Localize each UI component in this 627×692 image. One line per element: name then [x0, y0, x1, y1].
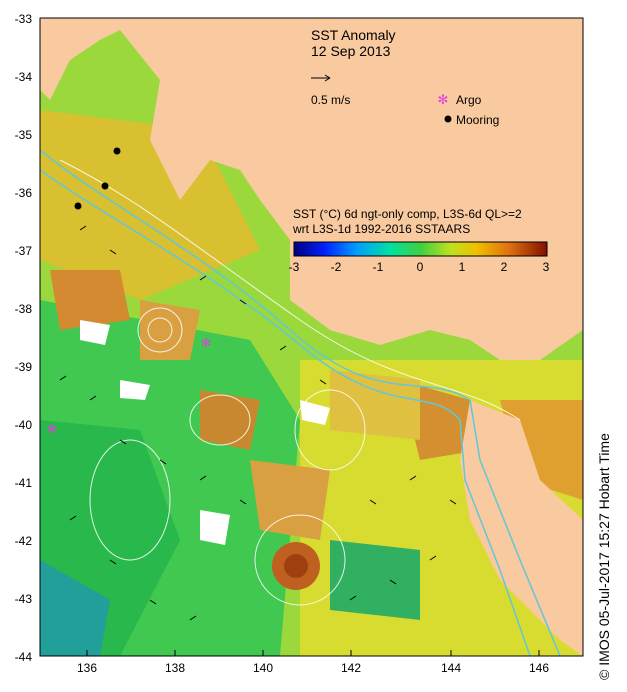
mooring-marker — [101, 182, 109, 190]
x-tick-label: 146 — [529, 661, 549, 675]
colorbar-tick: 3 — [543, 260, 550, 274]
colorbar-tick: 2 — [501, 260, 508, 274]
colorbar-tick: -3 — [289, 260, 300, 274]
x-tick-label: 142 — [341, 661, 361, 675]
mooring-marker — [113, 147, 121, 155]
mooring-marker-icon — [444, 115, 452, 123]
x-tick-label: 138 — [165, 661, 185, 675]
colorbar-title-line2: wrt L3S-1d 1992-2016 SSTAARS — [292, 222, 470, 236]
moorings — [74, 147, 121, 210]
vector-scale: 0.5 m/s — [311, 74, 350, 107]
y-tick-label: -36 — [15, 186, 33, 200]
vector-scale-label: 0.5 m/s — [311, 93, 350, 107]
y-tick-label: -38 — [15, 302, 33, 316]
sst-field — [40, 18, 583, 656]
argo-legend-label: Argo — [456, 93, 482, 107]
contours — [59, 159, 521, 606]
argo-marker: ✻ — [47, 422, 57, 436]
y-tick-label: -44 — [15, 650, 33, 664]
land-tasmania — [460, 400, 583, 656]
x-tick-label: 144 — [441, 661, 461, 675]
colorbar-tick: 1 — [459, 260, 466, 274]
mooring-marker — [74, 202, 82, 210]
x-tick-label: 136 — [77, 661, 97, 675]
map-title: SST Anomaly — [311, 27, 396, 43]
credit-text: © IMOS 05-Jul-2017 15:27 Hobart Time — [596, 433, 612, 680]
mooring-legend-label: Mooring — [456, 113, 499, 127]
argo-floats: ✻ ✻ — [47, 336, 211, 436]
y-tick-label: -33 — [15, 12, 33, 26]
x-axis: 136 138 140 142 144 146 — [77, 650, 549, 675]
argo-marker: ✻ — [201, 336, 211, 350]
colorbar-title-line1: SST (°C) 6d ngt-only comp, L3S-6d QL>=2 — [293, 207, 522, 221]
colorbar: SST (°C) 6d ngt-only comp, L3S-6d QL>=2 … — [289, 207, 550, 274]
land-mainland — [40, 18, 583, 360]
x-tick-label: 140 — [253, 661, 273, 675]
plot-frame — [39, 17, 584, 657]
colorbar-tick: -2 — [331, 260, 342, 274]
map-date: 12 Sep 2013 — [311, 43, 391, 59]
colorbar-tick: 0 — [417, 260, 424, 274]
isobaths — [40, 149, 561, 656]
y-tick-label: -39 — [15, 360, 33, 374]
y-tick-label: -41 — [15, 476, 33, 490]
y-tick-label: -40 — [15, 418, 33, 432]
y-axis: -33 -34 -35 -36 -37 -38 -39 -40 -41 -42 … — [15, 12, 33, 664]
y-tick-label: -37 — [15, 244, 33, 258]
colorbar-tick: -1 — [373, 260, 384, 274]
y-tick-label: -43 — [15, 592, 33, 606]
marker-legend: ✻ Argo Mooring — [438, 92, 500, 127]
y-tick-label: -34 — [15, 70, 33, 84]
colorbar-gradient — [293, 241, 548, 257]
y-tick-label: -35 — [15, 128, 33, 142]
argo-marker-icon: ✻ — [438, 92, 449, 107]
y-tick-label: -42 — [15, 534, 33, 548]
current-vectors — [59, 225, 457, 621]
